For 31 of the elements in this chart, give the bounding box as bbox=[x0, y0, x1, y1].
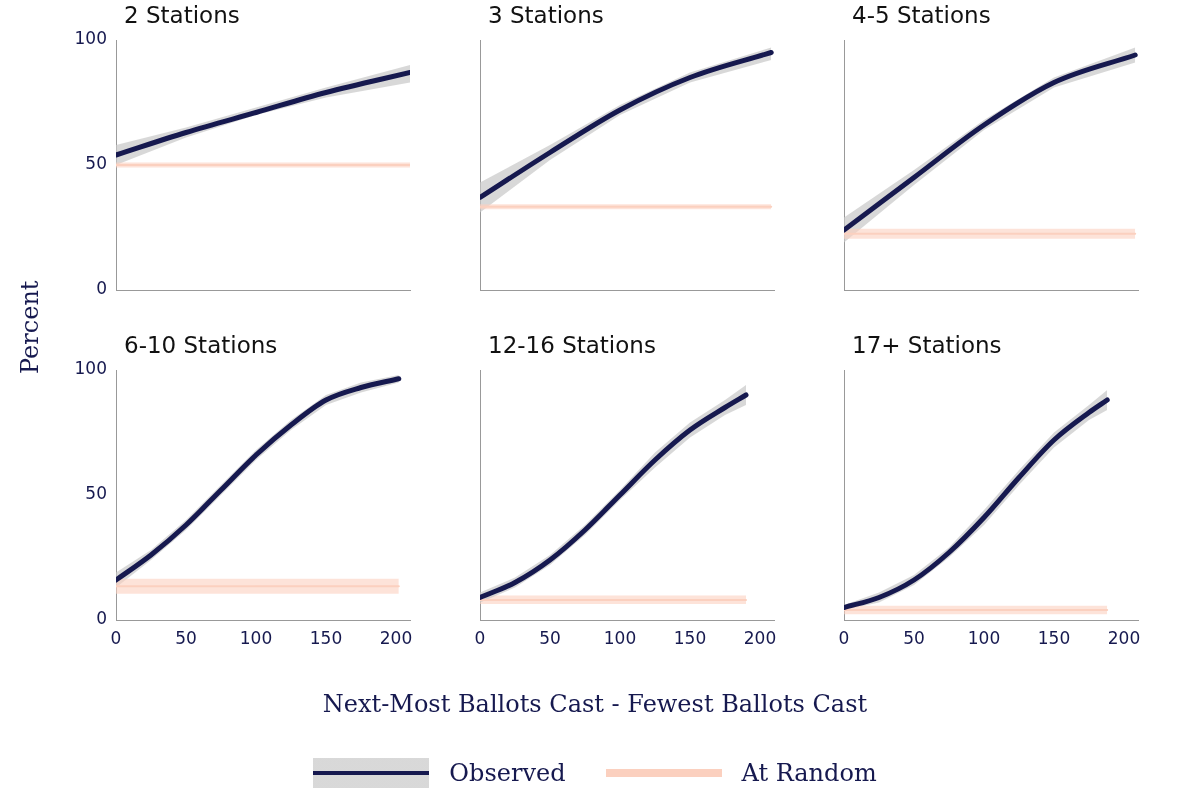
y-axis-title: Percent bbox=[16, 280, 44, 374]
chart-title: 6-10 Stations bbox=[124, 332, 278, 359]
x-tick-label: 200 bbox=[379, 627, 413, 648]
y-tick-label: 100 bbox=[74, 358, 107, 379]
x-tick-label: 50 bbox=[539, 627, 561, 648]
y-tick-label: 50 bbox=[85, 483, 107, 504]
chart-title: 17+ Stations bbox=[852, 332, 1002, 359]
x-tick-label: 100 bbox=[239, 627, 273, 648]
chart-title: 2 Stations bbox=[124, 2, 240, 29]
y-tick-label: 0 bbox=[96, 608, 107, 629]
x-tick-label: 150 bbox=[673, 627, 707, 648]
legend-label: At Random bbox=[741, 759, 877, 787]
x-tick-label: 0 bbox=[474, 627, 486, 648]
x-tick-label: 100 bbox=[603, 627, 637, 648]
y-tick-label: 0 bbox=[96, 278, 107, 299]
x-tick-label: 150 bbox=[1037, 627, 1071, 648]
chart-title: 4-5 Stations bbox=[852, 2, 991, 29]
x-tick-label: 0 bbox=[838, 627, 850, 648]
x-tick-label: 50 bbox=[175, 627, 197, 648]
y-tick-label: 100 bbox=[74, 28, 107, 49]
x-axis-title: Next-Most Ballots Cast - Fewest Ballots Cast bbox=[321, 690, 869, 718]
x-tick-label: 50 bbox=[903, 627, 925, 648]
chart-title: 12-16 Stations bbox=[488, 332, 656, 359]
x-tick-label: 200 bbox=[1107, 627, 1141, 648]
x-tick-label: 100 bbox=[967, 627, 1001, 648]
x-tick-label: 0 bbox=[110, 627, 122, 648]
y-tick-label: 50 bbox=[85, 153, 107, 174]
x-tick-label: 150 bbox=[309, 627, 343, 648]
legend-label: Observed bbox=[449, 759, 566, 787]
chart-title: 3 Stations bbox=[488, 2, 604, 29]
x-tick-label: 200 bbox=[743, 627, 777, 648]
